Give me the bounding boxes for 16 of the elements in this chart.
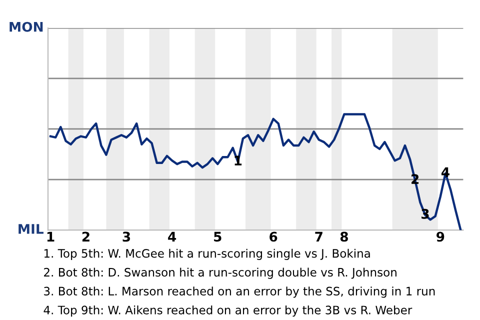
text: MON: [10, 22, 43, 32]
x-tick-label: 8: [340, 232, 348, 242]
text: 2. Bot 8th: D. Swanson hit a run-scoring double vs R. Johnson: [44, 268, 396, 279]
text: 1. Top 5th: W. McGee hit a run-scoring single vs J. Bokina: [44, 248, 370, 260]
x-tick-label: 3: [122, 232, 130, 242]
text: 4. Top 9th: W. Aikens reached on an error by the 3B vs R. Weber: [44, 305, 412, 317]
annotation: 4: [441, 167, 450, 177]
x-tick-label: 6: [270, 232, 278, 242]
x-tick-label: 1: [47, 232, 54, 242]
x-tick-label: 4: [168, 232, 176, 242]
x-tick-label: 9: [436, 232, 444, 242]
text: 3. Bot 8th: L. Marson reached on an error by the SS, driving in 1 run: [44, 286, 435, 298]
text: MIL: [18, 224, 44, 234]
x-tick-label: 7: [315, 232, 322, 242]
x-tick-label: 2: [82, 232, 90, 242]
x-tick-label: 5: [214, 232, 222, 242]
